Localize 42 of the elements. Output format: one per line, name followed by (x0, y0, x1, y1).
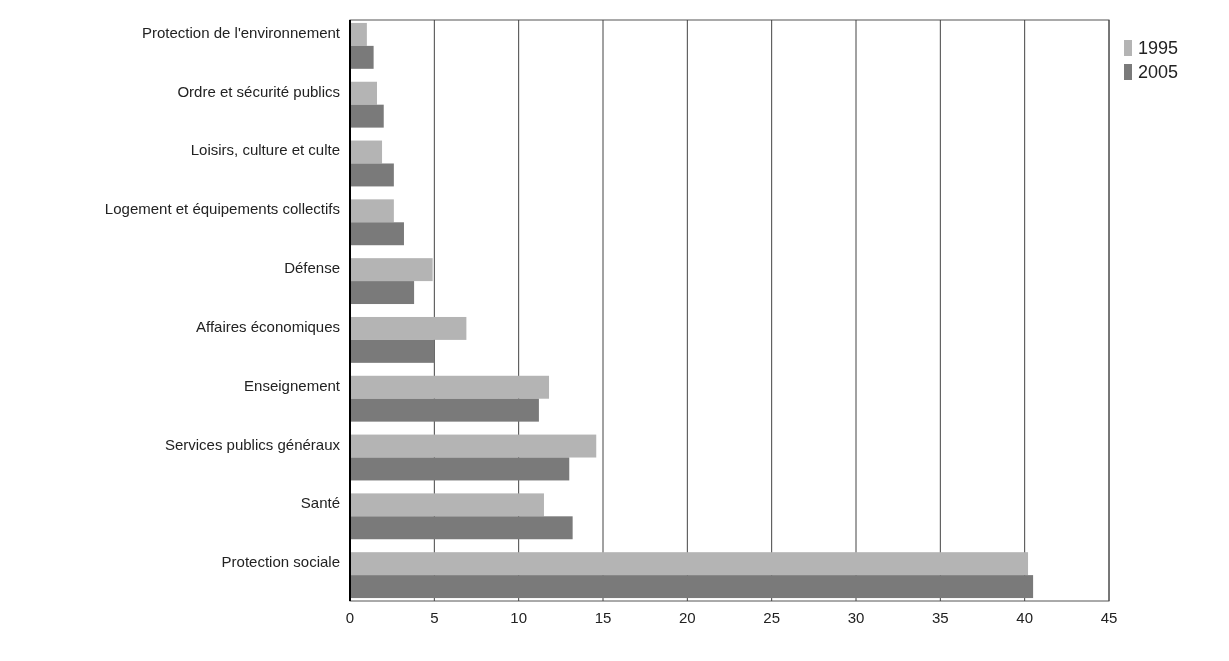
bar (350, 22, 367, 46)
bar (350, 398, 539, 422)
x-tick-label: 0 (345, 609, 355, 626)
bar (350, 199, 394, 223)
bar (350, 457, 570, 481)
x-tick-label: 25 (763, 609, 781, 626)
bar (350, 552, 1029, 576)
bar (350, 140, 383, 164)
x-tick-label: 5 (430, 609, 439, 626)
x-tick-label: 10 (510, 609, 528, 626)
bar (350, 516, 573, 540)
bar (350, 222, 404, 246)
bar (350, 258, 433, 282)
x-tick-label: 15 (594, 609, 612, 626)
x-tick-label: 45 (1100, 609, 1118, 626)
y-tick-label: Logement et équipements collectifs (104, 200, 340, 218)
y-tick-label: Enseignement (244, 376, 341, 394)
bar (350, 81, 377, 105)
bar (350, 45, 374, 69)
y-tick-label: Ordre et sécurité publics (177, 82, 340, 100)
x-tick-label: 35 (931, 609, 949, 626)
legend-label: 1995 (1138, 38, 1179, 58)
y-tick-label: Protection sociale (221, 553, 340, 571)
bar (350, 163, 394, 187)
y-tick-label: Services publics généraux (164, 435, 341, 453)
y-tick-label: Protection de l'environnement (142, 23, 341, 41)
legend-label: 2005 (1138, 62, 1179, 82)
y-tick-label: Santé (300, 494, 340, 512)
bar (350, 434, 597, 458)
y-tick-label: Défense (284, 259, 340, 277)
x-tick-label: 30 (847, 609, 865, 626)
bar (350, 375, 550, 399)
y-tick-label: Affaires économiques (196, 317, 340, 335)
bar (350, 281, 415, 305)
bar (350, 339, 435, 363)
x-tick-label: 40 (1016, 609, 1034, 626)
bar (350, 575, 1034, 599)
bar (350, 316, 467, 340)
bar (350, 104, 384, 128)
y-tick-label: Loisirs, culture et culte (190, 141, 340, 159)
bar (350, 493, 544, 517)
x-tick-label: 20 (678, 609, 696, 626)
